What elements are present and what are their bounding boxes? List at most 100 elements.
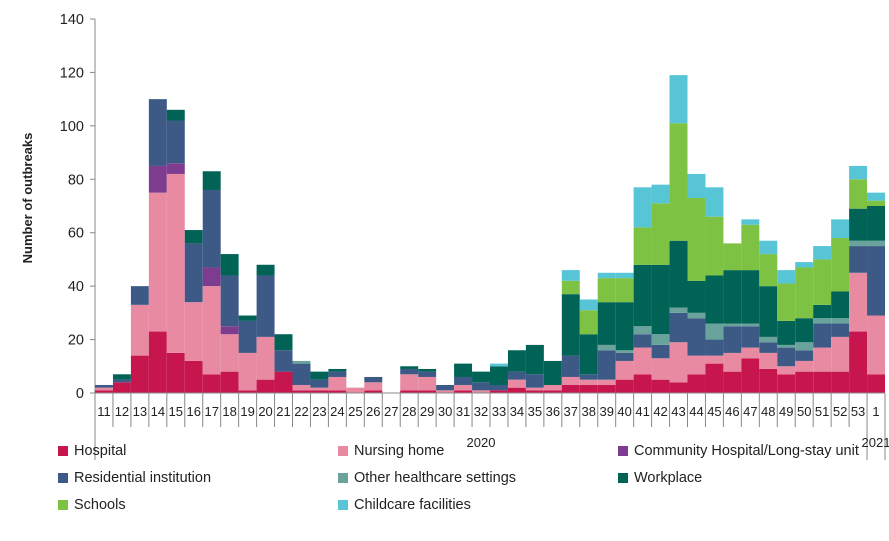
bar-segment	[364, 390, 383, 393]
x-tick-label: 29	[420, 404, 434, 419]
bar-segment	[687, 374, 706, 393]
bar-segment	[597, 379, 616, 385]
x-tick-label: 32	[474, 404, 488, 419]
bar-segment	[831, 318, 850, 324]
bar-segment	[741, 219, 760, 225]
bar-segment	[687, 312, 706, 319]
bar-segment	[849, 246, 868, 273]
bar-segment	[705, 187, 724, 217]
bar-segment	[669, 312, 688, 343]
bar-segment	[777, 283, 796, 321]
bar-segment	[202, 171, 221, 190]
x-tick-label: 25	[348, 404, 362, 419]
bar-segment	[813, 304, 832, 319]
bar-segment	[795, 318, 814, 343]
bar-segment	[867, 315, 885, 375]
bar-segment	[741, 270, 760, 324]
bar-segment	[418, 371, 437, 377]
bar-segment	[741, 323, 760, 327]
bar-segment	[669, 75, 688, 124]
bar-segment	[220, 326, 239, 335]
bar-segment	[238, 352, 257, 391]
bar-segment	[310, 379, 329, 388]
x-tick-label: 12	[115, 404, 129, 419]
bar-segment	[651, 334, 670, 345]
bar-segment	[472, 371, 490, 383]
x-tick-label: 30	[438, 404, 452, 419]
bar-segment	[364, 376, 383, 383]
bar-segment	[777, 344, 796, 348]
bar-segment	[759, 254, 778, 287]
bar-segment	[723, 323, 742, 327]
bar-segment	[95, 387, 113, 391]
bar-segment	[148, 192, 167, 332]
bar-segment	[400, 366, 419, 369]
bar-segment	[525, 374, 544, 388]
bar-segment	[597, 350, 616, 380]
bar-segment	[669, 342, 688, 383]
bar-segment	[220, 275, 239, 327]
bar-segment	[723, 326, 742, 353]
bar-segment	[813, 371, 832, 393]
bar-segment	[867, 240, 885, 247]
x-tick-label: 44	[689, 404, 703, 419]
bar-segment	[184, 360, 203, 393]
bar-segment	[759, 352, 778, 369]
bar-segment	[328, 371, 347, 377]
y-tick-label: 120	[60, 65, 84, 81]
bar-segment	[867, 192, 885, 201]
bar-segment	[705, 275, 724, 324]
bar-segment	[597, 384, 616, 393]
x-tick-label: 14	[151, 404, 165, 419]
x-tick-label: 38	[582, 404, 596, 419]
bar-segment	[723, 270, 742, 324]
x-tick-label: 23	[312, 404, 326, 419]
bar-segment	[112, 379, 131, 383]
bar-segment	[166, 120, 185, 164]
bar-segment	[148, 165, 167, 193]
x-tick-label: 46	[725, 404, 739, 419]
bar-segment	[597, 278, 616, 303]
bar-segment	[831, 336, 850, 372]
bar-segment	[705, 339, 724, 356]
bar-segment	[418, 368, 437, 372]
bar-segment	[95, 390, 113, 393]
bar-segment	[490, 366, 508, 385]
bar-segment	[579, 334, 598, 375]
bar-segment	[184, 302, 203, 361]
x-axis: 11 12 13 14 15 16 17 18 19 20 21 22 23 24 25 26 27 28 29 30…	[94, 392, 889, 460]
bar-segment	[561, 376, 580, 385]
bar-segment	[615, 379, 634, 393]
bar-segment	[705, 363, 724, 393]
bar-segment	[579, 299, 598, 311]
bar-segment	[597, 272, 616, 279]
bar-segment	[669, 382, 688, 393]
bar-segment	[561, 384, 580, 393]
bar-segment	[238, 315, 257, 321]
bar-segment	[633, 347, 652, 375]
bar-segment	[184, 230, 203, 244]
bar-segment	[669, 123, 688, 241]
bar-segment	[507, 371, 526, 380]
bar-segment	[418, 390, 437, 393]
bar-segment	[849, 240, 868, 247]
bar-segment	[615, 278, 634, 303]
x-tick-label: 47	[743, 404, 757, 419]
bar-segment	[525, 387, 544, 391]
bar-segment	[543, 360, 562, 385]
bar-segment	[651, 184, 670, 204]
bar-segment	[615, 360, 634, 380]
bar-segment	[274, 350, 293, 372]
bar-segment	[813, 246, 832, 260]
bar-segment	[472, 390, 490, 393]
bar-segment	[238, 320, 257, 353]
bar-segment	[543, 384, 562, 391]
bar-segment	[202, 267, 221, 287]
bar-segment	[400, 374, 419, 391]
bar-segment	[759, 368, 778, 393]
bar-segment	[256, 379, 275, 393]
bar-segment	[723, 243, 742, 271]
bar-segment	[490, 384, 508, 391]
bar-segment	[112, 374, 131, 380]
